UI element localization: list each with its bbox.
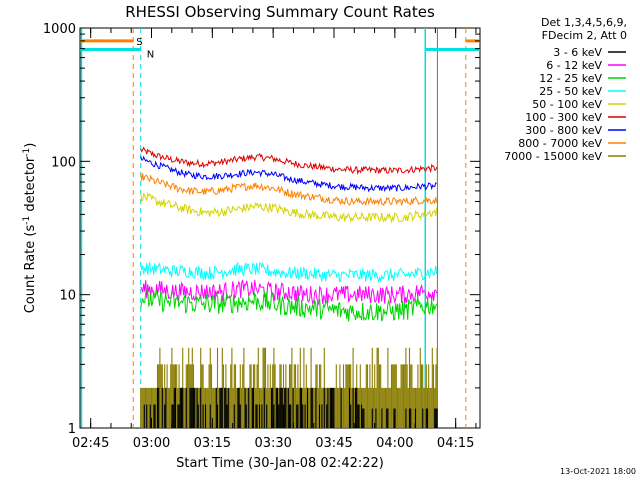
y-label-part-1: Count Rate (s — [23, 225, 38, 314]
series-7000-15000keV — [140, 347, 438, 428]
y-label-sup-2: -1 — [22, 148, 32, 157]
series-bars — [143, 387, 438, 428]
series-6-12keV — [140, 279, 438, 306]
saa-flag: S — [136, 37, 142, 48]
y-axis-label: Count Rate (s-1 detector-1) — [22, 143, 38, 314]
series-line — [140, 191, 438, 224]
y-label-sup-1: -1 — [22, 216, 32, 225]
legend-label: 7000 - 15000 keV — [504, 150, 602, 163]
series-300-800keV — [140, 155, 437, 193]
series-line — [140, 173, 438, 207]
legend-label: 50 - 100 keV — [532, 98, 602, 111]
chart-title: RHESSI Observing Summary Count Rates — [125, 3, 435, 21]
series-50-100keV — [140, 191, 438, 224]
series-12-25keV — [140, 288, 438, 322]
night-flag: N — [147, 49, 154, 60]
legend-header: Det 1,3,4,5,6,9, — [541, 16, 627, 29]
x-axis-label: Start Time (30-Jan-08 02:42:22) — [176, 456, 384, 471]
x-tick-label: 04:15 — [437, 436, 474, 451]
legend-label: 800 - 7000 keV — [518, 137, 602, 150]
series-line — [140, 146, 438, 176]
legend-label: 12 - 25 keV — [539, 72, 602, 85]
x-tick-label: 03:15 — [194, 436, 231, 451]
flags-group: SN — [136, 37, 154, 61]
series-3-6keV — [143, 387, 438, 428]
series-line — [140, 288, 438, 322]
y-tick-label: 10 — [59, 289, 76, 304]
y-label-part-3: ) — [23, 143, 38, 148]
legend: Det 1,3,4,5,6,9,FDecim 2, Att 0 3 - 6 keV… — [504, 16, 627, 163]
y-label-part-2: detector — [23, 156, 38, 216]
series-line — [140, 155, 437, 193]
x-tick-label: 03:30 — [254, 436, 291, 451]
series-25-50keV — [140, 261, 438, 284]
y-tick-label: 1 — [68, 422, 76, 437]
series-line — [140, 261, 438, 284]
x-tick-label: 02:45 — [72, 436, 109, 451]
x-tick-label: 04:00 — [376, 436, 413, 451]
legend-label: 6 - 12 keV — [546, 59, 602, 72]
x-tick-label: 03:00 — [133, 436, 170, 451]
y-tick-label: 100 — [51, 155, 76, 170]
series-group — [140, 146, 438, 428]
legend-label: 300 - 800 keV — [525, 124, 602, 137]
axes: 1 10 100 1000 02:45 03:00 03:15 03:30 03:45 04:00… — [43, 22, 480, 451]
footer-date: 13-Oct-2021 18:00 — [560, 467, 636, 476]
legend-label: 25 - 50 keV — [539, 85, 602, 98]
y-tick-label: 1000 — [43, 22, 76, 37]
legend-header: FDecim 2, Att 0 — [542, 29, 627, 42]
series-bars — [140, 347, 438, 428]
x-tick-label: 03:45 — [315, 436, 352, 451]
legend-label: 100 - 300 keV — [525, 111, 602, 124]
series-800-7000keV — [140, 173, 438, 207]
series-line — [140, 279, 438, 306]
series-100-300keV — [140, 146, 438, 176]
legend-label: 3 - 6 keV — [553, 46, 602, 59]
